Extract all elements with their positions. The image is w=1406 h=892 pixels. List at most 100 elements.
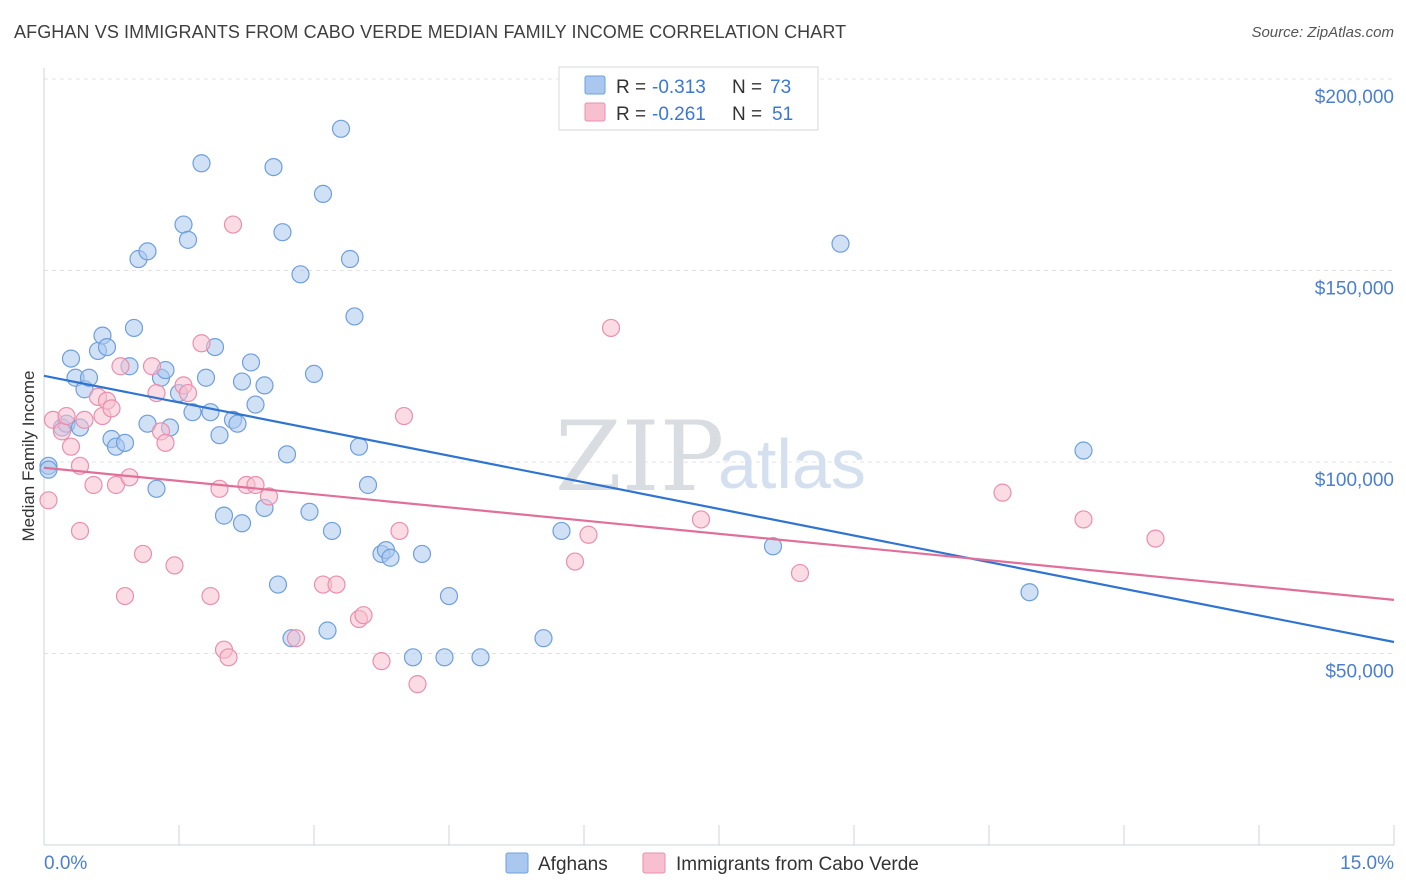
afghans-point-29 [196,368,216,387]
stats-n-label-2: N = [732,104,762,125]
stats-r-value-1: -0.313 [652,77,706,98]
cabo-verde-point-34 [286,629,306,648]
cabo-verde-point-25 [192,334,211,353]
afghans-point-57 [358,475,378,495]
series-cabo-verde-points [39,215,1165,694]
stats-n-value-1: 73 [770,77,791,98]
stats-n-label-1: N = [732,77,762,98]
trend-line-afghans [43,374,1395,644]
afghans-point-55 [345,307,364,326]
cabo-verde-point-36 [327,575,346,594]
afghans-point-61 [403,648,423,667]
afghans-point-16 [124,318,144,338]
afghans-point-43 [268,575,288,594]
afghans-point-27 [183,403,202,422]
chart-title: AFGHAN VS IMMIGRANTS FROM CABO VERDE MED… [14,22,847,42]
cabo-verde-point-14 [111,357,130,376]
cabo-verde-point-6 [70,521,90,541]
cabo-verde-point-44 [579,525,598,544]
cabo-verde-point-18 [142,357,162,376]
afghans-point-35 [228,414,247,433]
afghans-point-52 [322,521,342,541]
cabo-verde-point-45 [601,318,621,338]
afghans-point-51 [318,621,337,640]
watermark-atlas: atlas [718,425,866,503]
stats-legend: R = -0.313 N = 73 R = -0.261 N = 51 [558,66,819,131]
afghans-point-65 [471,648,490,667]
afghans-point-18 [138,242,157,261]
x-tick-label-max: 15.0% [1340,853,1394,874]
cabo-verde-point-4 [61,437,81,456]
cabo-verde-point-21 [156,433,175,452]
afghans-point-14 [115,433,135,452]
cabo-verde-point-17 [133,544,153,564]
legend-label-afghans: Afghans [538,854,608,875]
afghans-point-53 [331,119,351,138]
cabo-verde-point-12 [102,399,121,418]
cabo-verde-point-30 [223,215,243,234]
stats-swatch-afghans [584,75,606,95]
x-tick-labels: 0.0% 15.0% [44,853,1394,874]
afghans-point-40 [255,376,274,395]
afghans-point-8 [79,368,99,387]
cabo-verde-point-27 [210,479,229,498]
cabo-verde-point-46 [691,510,711,529]
cabo-verde-point-8 [84,475,103,495]
x-axis-ticks [178,825,1395,845]
cabo-verde-point-50 [1146,529,1165,548]
series-afghans-points [39,119,1093,667]
cabo-verde-point-2 [52,422,72,441]
afghans-point-56 [349,437,369,456]
cabo-verde-point-13 [106,475,126,495]
afghans-point-37 [232,514,252,533]
afghans-point-33 [214,506,234,525]
afghans-point-67 [552,521,571,541]
cabo-verde-point-3 [57,406,76,426]
y-tick-label-3: $200,000 [1315,87,1394,108]
cabo-verde-point-40 [390,521,409,541]
afghans-point-64 [439,586,459,606]
afghans-point-19 [138,414,157,433]
stats-n-value-2: 51 [772,104,793,125]
afghans-point-60 [381,548,400,567]
afghans-point-26 [178,230,198,249]
watermark-zip: ZIP [555,401,724,513]
cabo-verde-point-41 [394,406,414,426]
cabo-verde-point-7 [75,410,94,429]
cabo-verde-point-47 [790,563,810,583]
afghans-point-62 [412,544,432,564]
afghans-point-48 [300,502,319,521]
afghans-point-38 [241,353,261,372]
afghans-point-4 [61,349,81,368]
cabo-verde-point-32 [246,475,265,495]
afghans-point-66 [534,629,553,648]
legend-label-cabo-verde: Immigrants from Cabo Verde [676,854,919,875]
afghans-point-50 [313,184,333,203]
afghans-point-49 [304,364,324,384]
afghans-point-36 [232,372,252,391]
afghans-point-71 [1074,441,1093,460]
cabo-verde-point-39 [372,652,391,671]
cabo-verde-point-22 [165,556,184,575]
bottom-legend: Afghans Immigrants from Cabo Verde [505,852,919,875]
afghans-point-30 [201,403,220,422]
x-tick-label-min: 0.0% [44,853,87,874]
cabo-verde-point-48 [993,483,1012,502]
source-label: Source: ZipAtlas.com [1251,24,1394,41]
afghans-point-68 [763,537,783,556]
cabo-verde-point-38 [354,606,373,625]
y-tick-label-1: $100,000 [1315,470,1394,491]
legend-swatch-cabo-verde [642,852,666,874]
afghans-point-25 [174,215,193,234]
stats-r-value-2: -0.261 [652,104,706,125]
afghans-point-45 [277,445,297,464]
y-axis-label: Median Family Income [19,370,38,541]
cabo-verde-point-24 [178,383,198,403]
afghans-point-69 [831,234,850,253]
afghans-point-63 [435,648,454,667]
cabo-verde-point-33 [259,487,279,506]
trend-line-cabo-verde [43,466,1395,601]
stats-swatch-cabo-verde [584,102,606,122]
afghans-point-47 [291,265,310,284]
